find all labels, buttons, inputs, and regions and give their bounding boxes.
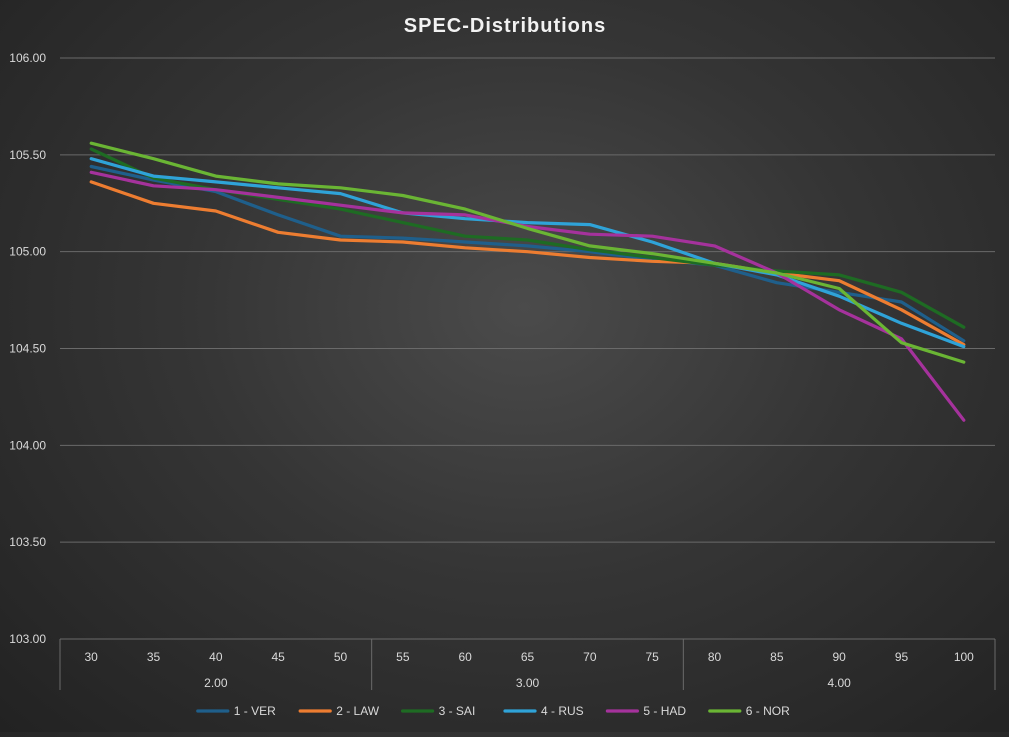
x-tick-label: 95 <box>895 650 909 664</box>
x-axis: 30 35 40 45 50 55 60 65 70 75 80 85 90 95 100 2.00 3.00 4… <box>59 639 996 690</box>
y-tick-label: 103.50 <box>9 535 46 549</box>
series-line-4-rus <box>89 157 966 349</box>
x-tick-label: 45 <box>271 650 285 664</box>
x-tick-label: 60 <box>458 650 472 664</box>
x-tick-label: 40 <box>209 650 223 664</box>
series-line-1-ver <box>89 164 966 343</box>
y-tick-label: 103.00 <box>9 632 46 646</box>
x-tick-label: 80 <box>708 650 722 664</box>
series-line-2-law <box>89 180 966 347</box>
legend-entry: 1 - VER <box>196 704 276 718</box>
x-tick-label: 75 <box>645 650 659 664</box>
legend-entry: 5 - HAD <box>605 704 686 718</box>
x-group-label: 4.00 <box>827 676 851 690</box>
y-tick-label: 104.00 <box>9 438 46 452</box>
x-group-label: 2.00 <box>204 676 228 690</box>
legend-label: 2 - LAW <box>336 704 380 718</box>
chart-title: SPEC-Distributions <box>404 15 606 37</box>
legend-label: 4 - RUS <box>541 704 584 718</box>
x-tick-label: 30 <box>84 650 98 664</box>
legend: 1 - VER 2 - LAW 3 - SAI 4 - RUS 5 - HAD 6 - N… <box>196 704 790 718</box>
x-tick-label: 65 <box>521 650 535 664</box>
x-tick-label: 70 <box>583 650 597 664</box>
legend-entry: 2 - LAW <box>298 704 380 718</box>
gridlines <box>60 57 995 640</box>
x-tick-label: 90 <box>832 650 846 664</box>
y-tick-label: 104.50 <box>9 342 46 356</box>
x-group-label: 3.00 <box>516 676 540 690</box>
y-tick-label: 106.00 <box>9 51 46 65</box>
legend-label: 3 - SAI <box>439 704 476 718</box>
series-line-5-had <box>89 170 966 422</box>
legend-label: 1 - VER <box>234 704 276 718</box>
x-tick-label: 100 <box>954 650 974 664</box>
x-tick-label: 85 <box>770 650 784 664</box>
y-tick-label: 105.50 <box>9 148 46 162</box>
y-axis: 103.00 103.50 104.00 104.50 105.00 105.50 106.… <box>9 51 46 646</box>
series-line-6-nor <box>89 141 966 364</box>
y-tick-label: 105.00 <box>9 245 46 259</box>
legend-entry: 4 - RUS <box>503 704 584 718</box>
legend-entry: 3 - SAI <box>401 704 476 718</box>
x-tick-label: 50 <box>334 650 348 664</box>
legend-label: 5 - HAD <box>643 704 686 718</box>
x-tick-label: 55 <box>396 650 410 664</box>
x-tick-label: 35 <box>147 650 161 664</box>
legend-label: 6 - NOR <box>746 704 790 718</box>
series-lines <box>89 141 966 422</box>
legend-entry: 6 - NOR <box>708 704 790 718</box>
